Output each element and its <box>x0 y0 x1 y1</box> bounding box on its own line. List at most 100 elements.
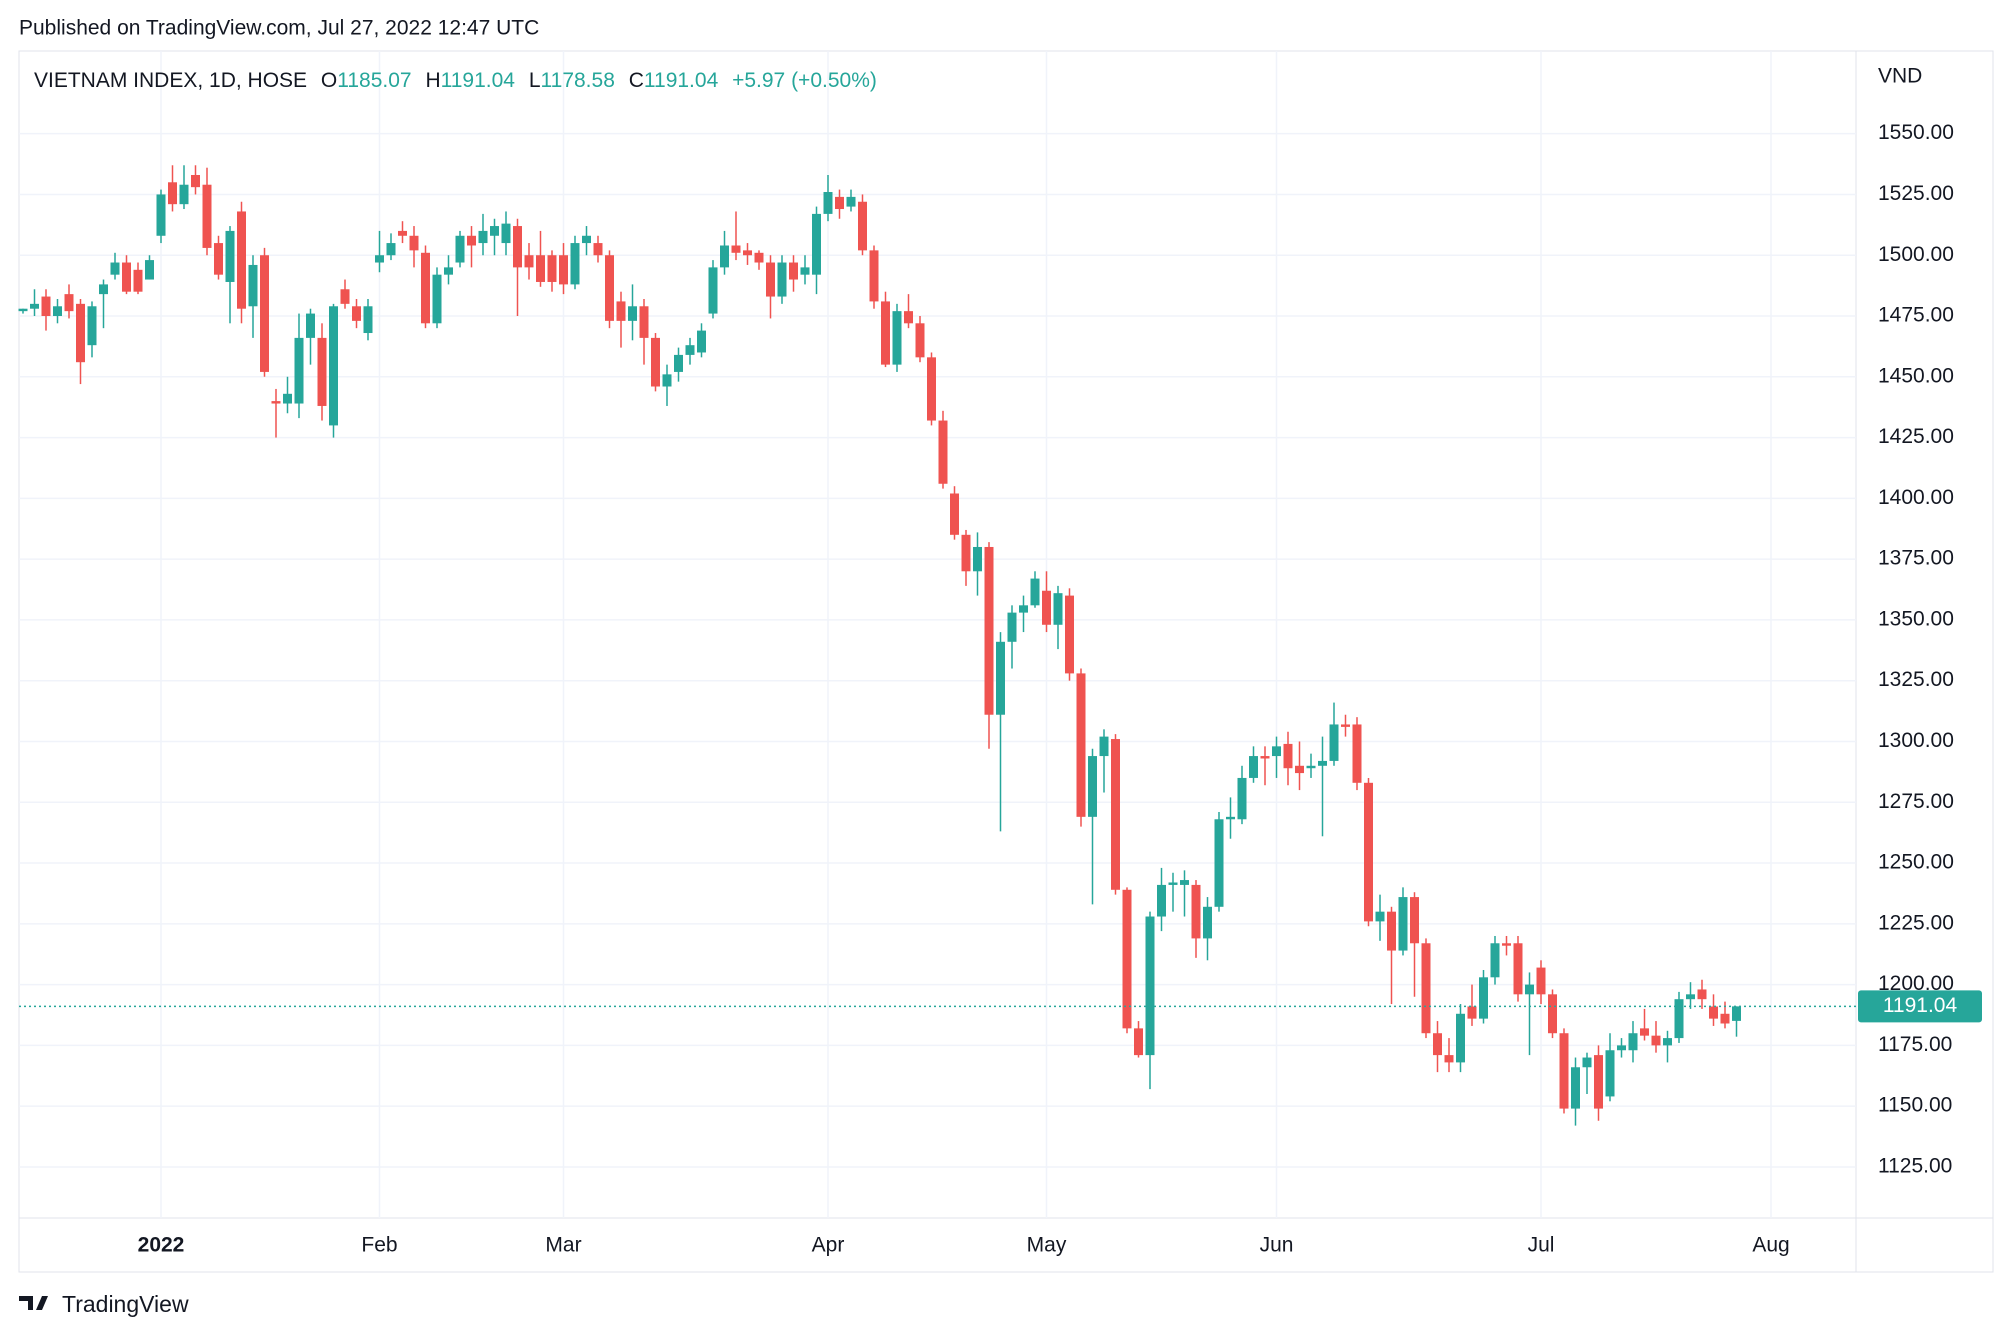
candle-body <box>1306 765 1316 769</box>
candle-body <box>1720 1013 1730 1024</box>
candle-body <box>1237 777 1247 820</box>
brand-logo: TradingView <box>19 1291 189 1317</box>
x-tick-label: 2022 <box>138 1234 185 1257</box>
candle-body <box>1295 765 1304 774</box>
candle-body <box>1180 880 1189 885</box>
candle-body <box>950 493 959 535</box>
candle-body <box>628 306 637 321</box>
candle-body <box>260 255 269 372</box>
y-tick-label: 1375.00 <box>1878 547 1954 570</box>
y-tick-label: 1400.00 <box>1878 486 1954 509</box>
candle-body <box>421 252 430 324</box>
candle-body <box>1479 977 1488 1019</box>
candle-body <box>1490 943 1500 978</box>
ohlc-letter: C <box>629 69 644 92</box>
candle-body <box>283 393 292 404</box>
candle-body <box>927 357 936 421</box>
y-tick-label: 1225.00 <box>1878 911 1954 934</box>
candle-body <box>409 235 419 251</box>
y-tick-label: 1250.00 <box>1878 851 1954 874</box>
candle-body <box>1329 724 1339 761</box>
ohlc-letter: O <box>321 69 337 92</box>
symbol: VIETNAM INDEX, 1D, HOSE <box>34 69 307 92</box>
published-note: Published on TradingView.com, Jul 27, 20… <box>19 17 539 40</box>
x-tick-label: Mar <box>545 1234 581 1257</box>
y-tick-label: 1125.00 <box>1878 1154 1952 1177</box>
candle-body <box>1502 943 1511 946</box>
candle-body <box>984 546 994 715</box>
candle-body <box>1272 746 1281 757</box>
x-tick-label: Jul <box>1528 1234 1555 1257</box>
candle-body <box>1651 1035 1661 1046</box>
candle-body <box>858 201 867 251</box>
candle-body <box>1157 884 1166 917</box>
candle-body <box>329 306 338 426</box>
candle-body <box>340 289 350 304</box>
candle-body <box>432 274 442 324</box>
change: +5.97 (+0.50%) <box>732 69 877 92</box>
candle-body <box>455 235 465 263</box>
candle-body <box>1421 943 1431 1034</box>
candle-body <box>662 374 672 387</box>
candle-body <box>593 243 603 256</box>
candle-body <box>202 184 212 248</box>
x-tick-label: May <box>1027 1234 1067 1257</box>
candle-body <box>685 345 695 355</box>
candle-body <box>708 267 718 314</box>
candle-body <box>156 194 166 236</box>
candle-body <box>524 255 534 268</box>
candle-body <box>996 641 1005 715</box>
candle-body <box>1697 989 1707 1000</box>
candle-body <box>1260 756 1270 759</box>
candle-body <box>398 230 407 236</box>
y-tick-label: 1175.00 <box>1878 1033 1952 1056</box>
candle-body <box>1594 1055 1603 1109</box>
candle-body <box>110 262 120 275</box>
candle-body <box>1352 724 1362 783</box>
candle-body <box>1571 1067 1580 1109</box>
candle-body <box>1663 1038 1672 1046</box>
y-tick-label: 1200.00 <box>1878 972 1954 995</box>
candle-body <box>1214 819 1224 907</box>
candle-body <box>1019 605 1028 613</box>
candle-body <box>76 303 85 363</box>
last-price-box <box>1858 990 1982 1023</box>
candle-body <box>720 245 729 268</box>
y-tick-label: 1325.00 <box>1878 668 1954 691</box>
candle-body <box>1536 967 1546 995</box>
candle-body <box>225 230 235 282</box>
candle-body <box>352 306 361 321</box>
candle-body <box>892 311 902 365</box>
candle-body <box>639 306 649 338</box>
y-tick-label: 1275.00 <box>1878 790 1954 813</box>
candle-body <box>18 308 28 312</box>
candle-body <box>674 354 683 372</box>
candle-body <box>1203 906 1212 939</box>
candle-body <box>306 313 315 338</box>
candle-body <box>179 184 189 205</box>
close-value: 1191.04 <box>644 69 719 92</box>
open-value: 1185.07 <box>337 69 411 92</box>
candle-body <box>317 337 327 406</box>
high-value: 1191.04 <box>441 69 516 92</box>
candle-body <box>1640 1028 1649 1036</box>
candle-body <box>1456 1013 1465 1063</box>
candle-body <box>214 243 223 275</box>
candle-body <box>1007 612 1017 642</box>
candle-body <box>363 306 373 334</box>
y-tick-label: 1525.00 <box>1878 182 1954 205</box>
candle-body <box>1513 943 1523 995</box>
candle-body <box>1732 1006 1741 1021</box>
candle-body <box>1467 1006 1477 1019</box>
candle-body <box>938 420 948 484</box>
candle-body <box>904 311 913 324</box>
last-price-label: 1191.04 <box>1883 994 1958 1017</box>
y-tick-label: 1550.00 <box>1878 121 1954 144</box>
candle-body <box>800 267 810 275</box>
candle-body <box>881 301 890 365</box>
candle-body <box>789 262 798 280</box>
candle-body <box>1364 782 1373 922</box>
candles <box>18 165 1856 1126</box>
candle-body <box>1145 916 1155 1056</box>
candle-body <box>1134 1028 1143 1056</box>
